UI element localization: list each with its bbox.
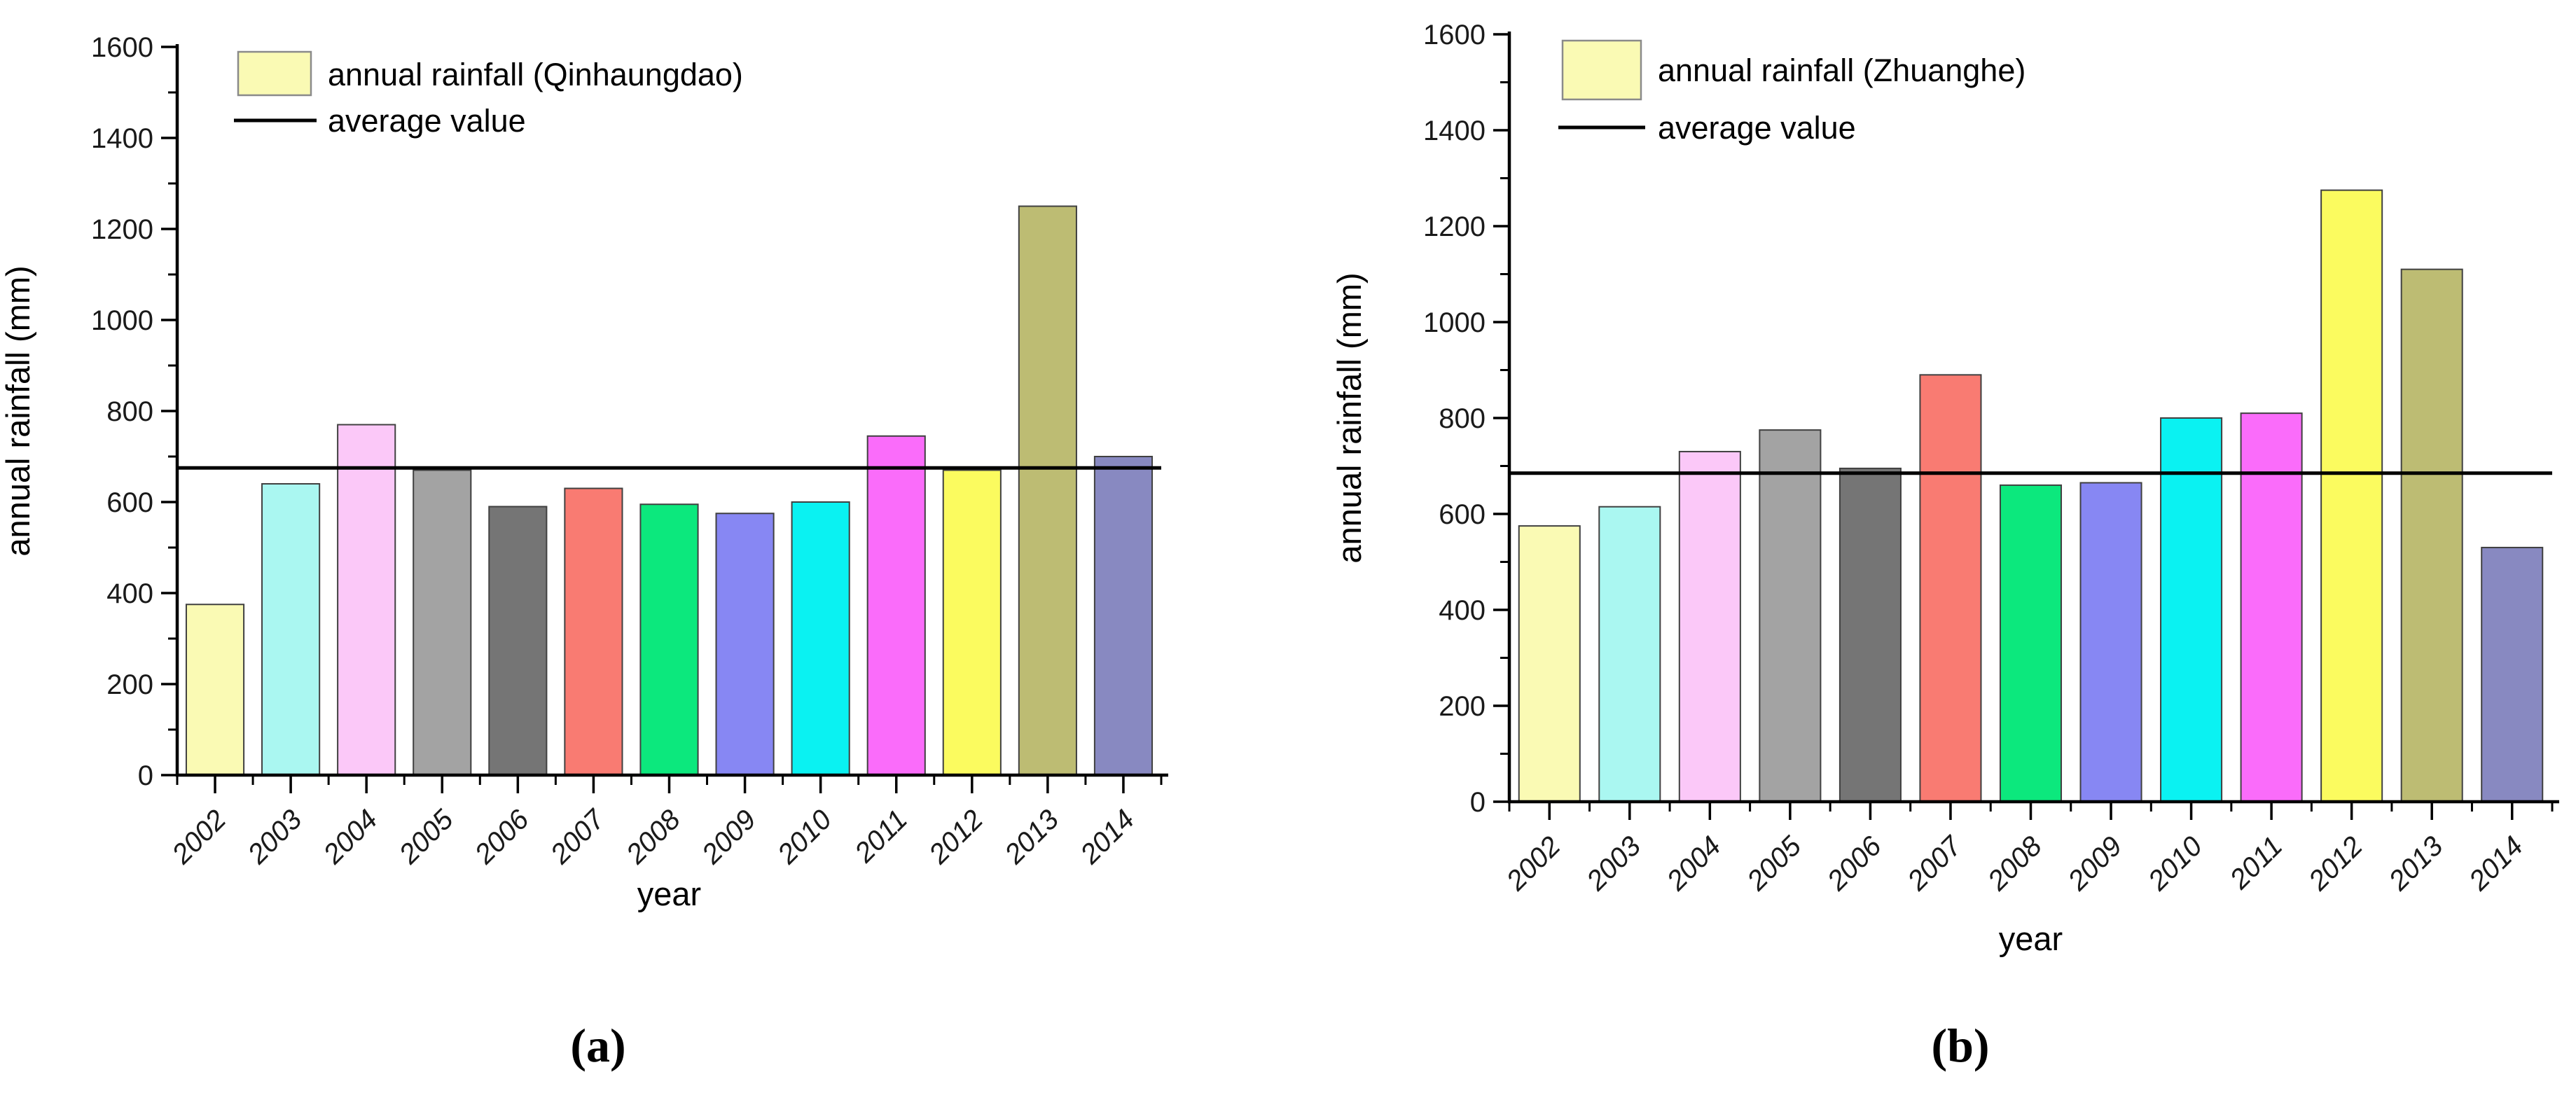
x-tick-label: 2013 xyxy=(2383,830,2449,897)
bar-2008 xyxy=(1999,484,2063,803)
y-tick-label: 0 xyxy=(138,760,153,791)
bar-2010 xyxy=(791,501,850,776)
x-tick-label: 2009 xyxy=(2062,830,2128,897)
bar-2013 xyxy=(1018,205,1077,776)
bar-2010 xyxy=(2160,417,2223,802)
x-tick-label: 2011 xyxy=(2224,830,2289,896)
x-tick-label: 2002 xyxy=(166,804,233,870)
x-tick-label: 2004 xyxy=(317,804,384,870)
legend-average-label: average value xyxy=(1658,110,1856,146)
bar-2004 xyxy=(337,424,396,776)
bar-2011 xyxy=(2240,412,2303,802)
y-tick-label: 600 xyxy=(106,487,153,518)
y-axis-title: annual rainfall (mm) xyxy=(0,265,36,556)
legend-series-label: annual rainfall (Zhuanghe) xyxy=(1658,53,2026,88)
x-axis-title: year xyxy=(637,875,701,912)
panel-caption: (a) xyxy=(570,1019,625,1072)
y-tick-label: 800 xyxy=(1439,403,1486,434)
x-tick-label: 2009 xyxy=(695,804,762,870)
bar-2012 xyxy=(942,469,1002,776)
panel-caption: (b) xyxy=(1931,1019,1989,1072)
bar-2002 xyxy=(1518,525,1581,802)
y-tick-label: 1600 xyxy=(91,32,153,63)
y-tick-label: 800 xyxy=(106,396,153,427)
y-tick-label: 1600 xyxy=(1423,20,1486,50)
y-tick-label: 1000 xyxy=(91,305,153,336)
bar-2013 xyxy=(2400,268,2463,802)
x-tick-label: 2014 xyxy=(2463,830,2529,897)
legend-average-label: average value xyxy=(328,103,526,139)
y-tick-label: 400 xyxy=(106,578,153,609)
y-tick-label: 200 xyxy=(1439,691,1486,722)
y-axis-title: annual rainfall (mm) xyxy=(1331,272,1368,563)
y-tick-label: 200 xyxy=(106,669,153,700)
y-tick-label: 1400 xyxy=(1423,116,1486,146)
x-tick-label: 2010 xyxy=(771,804,838,870)
bar-2006 xyxy=(488,506,548,776)
x-tick-label: 2006 xyxy=(469,804,535,870)
x-tick-label: 2004 xyxy=(1661,830,1727,897)
x-tick-label: 2008 xyxy=(620,804,686,870)
bar-2003 xyxy=(1598,506,1661,802)
y-tick-label: 400 xyxy=(1439,595,1486,626)
x-tick-label: 2010 xyxy=(2142,830,2208,897)
x-tick-label: 2014 xyxy=(1074,804,1141,870)
bar-2005 xyxy=(413,469,472,776)
bar-2014 xyxy=(1093,456,1154,776)
x-tick-label: 2005 xyxy=(393,804,459,870)
bar-2003 xyxy=(261,483,321,776)
x-tick-label: 2012 xyxy=(922,804,989,870)
bar-2002 xyxy=(185,604,245,776)
x-axis-title: year xyxy=(1999,920,2063,957)
x-tick-label: 2012 xyxy=(2302,830,2369,897)
x-tick-label: 2007 xyxy=(1902,830,1969,897)
bar-2014 xyxy=(2481,546,2544,802)
legend-swatch xyxy=(1561,39,1642,101)
x-tick-label: 2011 xyxy=(848,804,913,869)
x-tick-label: 2007 xyxy=(544,803,611,870)
y-tick-label: 600 xyxy=(1439,499,1486,530)
y-tick-label: 0 xyxy=(1470,787,1486,818)
y-tick-label: 1200 xyxy=(1423,211,1486,242)
x-tick-label: 2006 xyxy=(1821,830,1888,897)
bar-2007 xyxy=(1919,374,1982,802)
x-tick-label: 2013 xyxy=(999,804,1065,870)
bar-2008 xyxy=(639,503,699,776)
bar-2004 xyxy=(1678,450,1741,802)
bar-2005 xyxy=(1759,429,1822,802)
bar-2007 xyxy=(564,487,623,776)
legend-swatch xyxy=(237,50,312,97)
x-tick-label: 2005 xyxy=(1741,830,1808,897)
y-tick-label: 1400 xyxy=(91,123,153,154)
x-tick-label: 2002 xyxy=(1500,830,1567,897)
chart-panel-b: 0 200 400 600 800 1000 1200 1400 1600 2002 2003 200… xyxy=(1288,0,2576,1100)
bar-2009 xyxy=(715,513,775,776)
bar-2009 xyxy=(2079,482,2142,802)
bar-2006 xyxy=(1838,467,1902,802)
x-tick-label: 2003 xyxy=(1580,830,1647,897)
y-tick-label: 1000 xyxy=(1423,307,1486,338)
x-tick-label: 2003 xyxy=(242,804,308,870)
legend-series-label: annual rainfall (Qinhaungdao) xyxy=(328,57,743,92)
y-tick-label: 1200 xyxy=(91,214,153,245)
chart-panel-a: 0 200 400 600 800 1000 1200 1400 1600 2002 2003 200… xyxy=(0,32,1168,1072)
bar-2011 xyxy=(866,435,926,776)
x-tick-label: 2008 xyxy=(1981,830,2048,897)
bar-2012 xyxy=(2320,189,2383,802)
